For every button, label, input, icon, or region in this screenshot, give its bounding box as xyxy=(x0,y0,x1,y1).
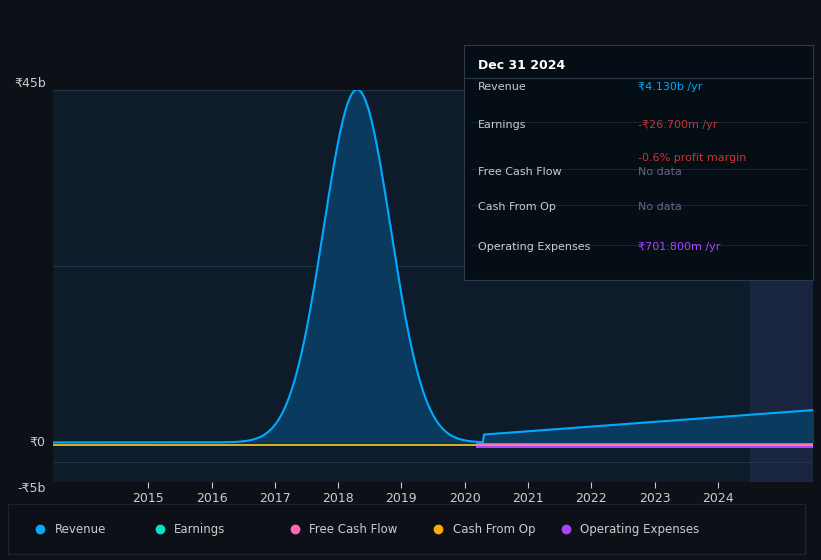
Text: No data: No data xyxy=(639,167,682,177)
Text: ₹4.130b /yr: ₹4.130b /yr xyxy=(639,82,703,92)
Text: Cash From Op: Cash From Op xyxy=(452,522,535,536)
Text: No data: No data xyxy=(639,202,682,212)
Text: -₹5b: -₹5b xyxy=(17,482,46,494)
Text: -0.6% profit margin: -0.6% profit margin xyxy=(639,153,747,163)
Text: Earnings: Earnings xyxy=(478,120,526,130)
Text: ₹45b: ₹45b xyxy=(14,77,46,90)
Text: ₹701.800m /yr: ₹701.800m /yr xyxy=(639,242,721,253)
Text: Free Cash Flow: Free Cash Flow xyxy=(478,167,562,177)
Text: Free Cash Flow: Free Cash Flow xyxy=(310,522,397,536)
Text: Dec 31 2024: Dec 31 2024 xyxy=(478,59,565,72)
Text: Cash From Op: Cash From Op xyxy=(478,202,556,212)
Text: Revenue: Revenue xyxy=(478,82,526,92)
Text: ₹0: ₹0 xyxy=(30,436,46,449)
Text: -₹26.700m /yr: -₹26.700m /yr xyxy=(639,120,718,130)
Text: Revenue: Revenue xyxy=(54,522,106,536)
Bar xyxy=(750,90,813,482)
Text: Operating Expenses: Operating Expenses xyxy=(580,522,699,536)
Text: Earnings: Earnings xyxy=(174,522,225,536)
Text: Operating Expenses: Operating Expenses xyxy=(478,242,590,253)
